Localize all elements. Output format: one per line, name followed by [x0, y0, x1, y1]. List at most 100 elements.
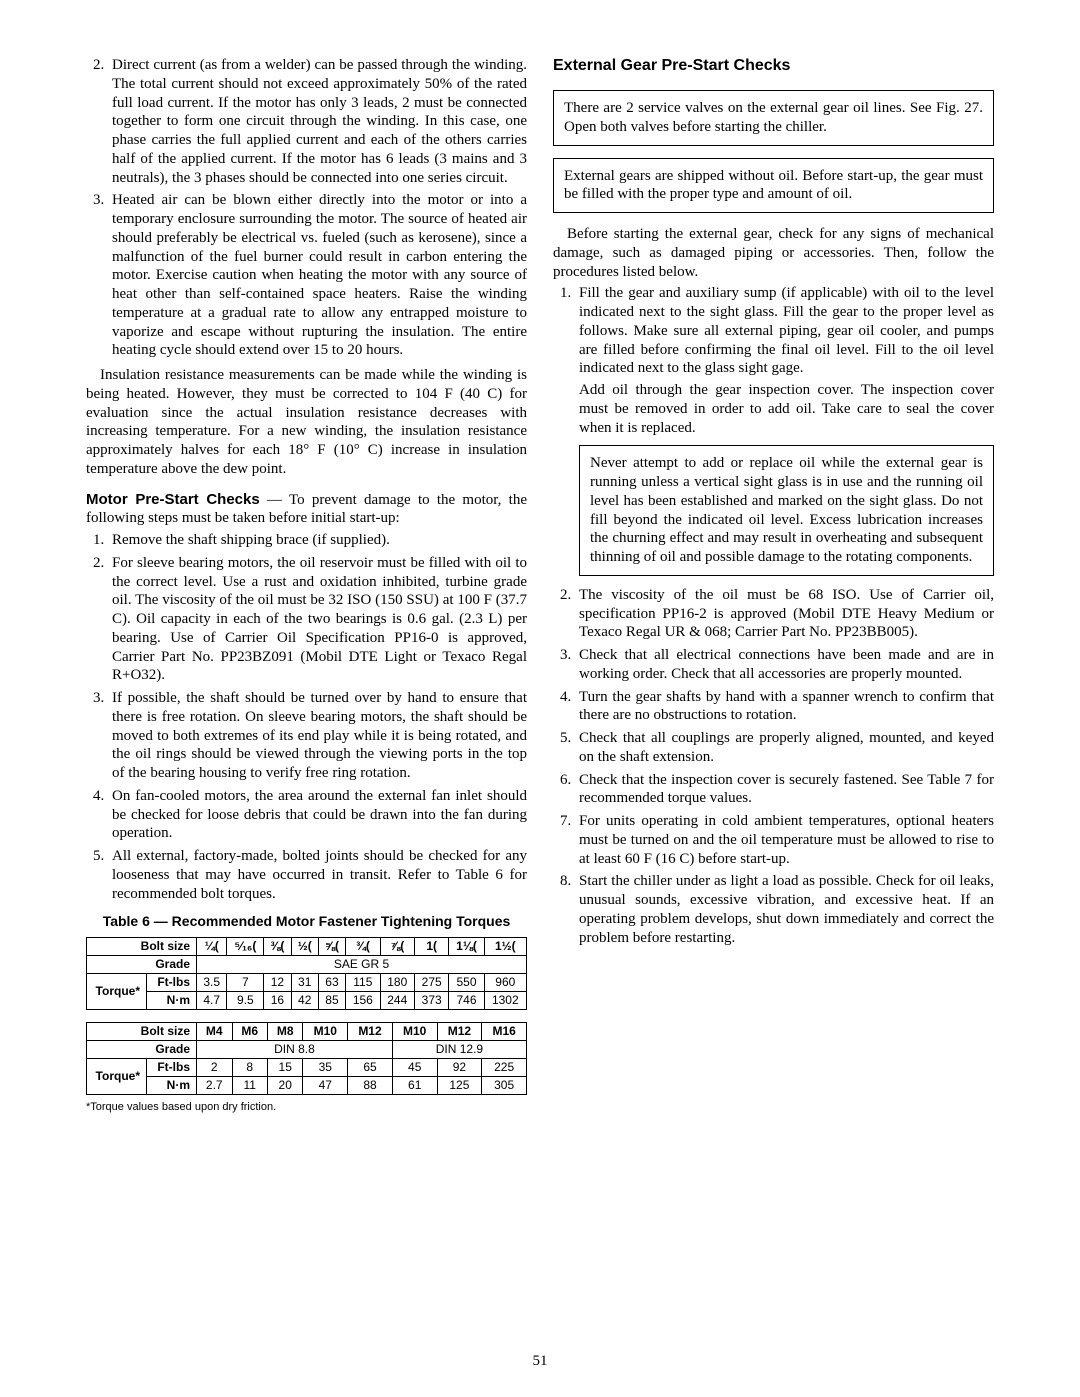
list-item: Check that the inspection cover is secur… [575, 771, 994, 809]
td: 15 [267, 1058, 302, 1076]
list-item: If possible, the shaft should be turned … [108, 689, 527, 783]
callout-box: There are 2 service valves on the extern… [553, 90, 994, 146]
td: 4.7 [197, 991, 227, 1009]
list-item: For sleeve bearing motors, the oil reser… [108, 554, 527, 685]
th: ¾( [346, 937, 380, 955]
td: 8 [232, 1058, 267, 1076]
th: M12 [437, 1022, 482, 1040]
callout-box: External gears are shipped without oil. … [553, 158, 994, 214]
th: M16 [482, 1022, 527, 1040]
td: 2.7 [197, 1076, 233, 1094]
td: 305 [482, 1076, 527, 1094]
td: 92 [437, 1058, 482, 1076]
callout-box: Never attempt to add or replace oil whil… [579, 445, 994, 576]
td: 9.5 [227, 991, 264, 1009]
ext-gear-title: External Gear Pre-Start Checks [553, 56, 994, 76]
td: 31 [291, 973, 318, 991]
th: ⅜( [264, 937, 291, 955]
left-list-1: Direct current (as from a welder) can be… [86, 56, 527, 360]
list-item: Heated air can be blown either directly … [108, 191, 527, 360]
table6-caption: Table 6 — Recommended Motor Fastener Tig… [86, 913, 527, 931]
th: 1( [414, 937, 448, 955]
td: 63 [318, 973, 345, 991]
td: 746 [449, 991, 484, 1009]
td-grade: SAE GR 5 [197, 955, 527, 973]
td: 85 [318, 991, 345, 1009]
paragraph: Before starting the external gear, check… [553, 225, 994, 281]
td: 65 [348, 1058, 393, 1076]
td: 12 [264, 973, 291, 991]
td: 20 [267, 1076, 302, 1094]
td: 42 [291, 991, 318, 1009]
td-grade2: DIN 12.9 [392, 1040, 526, 1058]
td: 3.5 [197, 973, 227, 991]
th: ½( [291, 937, 318, 955]
th-torque: Torque* [87, 1058, 147, 1094]
th-grade: Grade [87, 1040, 197, 1058]
table6b: Bolt size M4 M6 M8 M10 M12 M10 M12 M16 G… [86, 1022, 527, 1095]
th-nm: N·m [147, 991, 197, 1009]
list-item: On fan-cooled motors, the area around th… [108, 787, 527, 843]
list-item: All external, factory-made, bolted joint… [108, 847, 527, 903]
page-number: 51 [0, 1352, 1080, 1371]
td: 45 [392, 1058, 437, 1076]
td: 1302 [484, 991, 526, 1009]
right-list: Fill the gear and auxiliary sump (if app… [553, 284, 994, 947]
list-item: Remove the shaft shipping brace (if supp… [108, 531, 527, 550]
td: 550 [449, 973, 484, 991]
td: 275 [414, 973, 448, 991]
heading-text: Motor Pre-Start Checks [86, 491, 260, 508]
td: 960 [484, 973, 526, 991]
th-nm: N·m [147, 1076, 197, 1094]
td: 7 [227, 973, 264, 991]
list-item: For units operating in cold ambient temp… [575, 812, 994, 868]
list-subpara: Add oil through the gear inspection cove… [579, 381, 994, 437]
th: ⁵⁄₁₆( [227, 937, 264, 955]
td: 180 [380, 973, 414, 991]
th: M10 [303, 1022, 348, 1040]
list-item: Direct current (as from a welder) can be… [108, 56, 527, 187]
th: M12 [348, 1022, 393, 1040]
td: 156 [346, 991, 380, 1009]
th: ⅝( [318, 937, 345, 955]
motor-prestart-heading: Motor Pre-Start Checks — To prevent dama… [86, 491, 527, 529]
left-column: Direct current (as from a welder) can be… [86, 56, 527, 1115]
td-grade1: DIN 8.8 [197, 1040, 393, 1058]
th-torque: Torque* [87, 973, 147, 1009]
td: 115 [346, 973, 380, 991]
th: ¼( [197, 937, 227, 955]
td: 47 [303, 1076, 348, 1094]
th: 1½( [484, 937, 526, 955]
td: 16 [264, 991, 291, 1009]
td: 61 [392, 1076, 437, 1094]
th-grade: Grade [87, 955, 197, 973]
th: M4 [197, 1022, 233, 1040]
list-text: Fill the gear and auxiliary sump (if app… [579, 285, 994, 376]
th-boltsize: Bolt size [87, 937, 197, 955]
th-boltsize: Bolt size [87, 1022, 197, 1040]
right-column: External Gear Pre-Start Checks There are… [553, 56, 994, 1115]
columns: Direct current (as from a welder) can be… [86, 56, 994, 1115]
td: 244 [380, 991, 414, 1009]
table6a: Bolt size ¼( ⁵⁄₁₆( ⅜( ½( ⅝( ¾( ⅞( 1( 1⅛(… [86, 937, 527, 1010]
td: 88 [348, 1076, 393, 1094]
th: M8 [267, 1022, 302, 1040]
list-item: Check that all couplings are properly al… [575, 729, 994, 767]
td: 373 [414, 991, 448, 1009]
td: 35 [303, 1058, 348, 1076]
th: M6 [232, 1022, 267, 1040]
td: 2 [197, 1058, 233, 1076]
list-item: Fill the gear and auxiliary sump (if app… [575, 284, 994, 576]
th-ftlbs: Ft-lbs [147, 973, 197, 991]
th-ftlbs: Ft-lbs [147, 1058, 197, 1076]
th: ⅞( [380, 937, 414, 955]
paragraph: Insulation resistance measurements can b… [86, 366, 527, 479]
th: 1⅛( [449, 937, 484, 955]
table-footnote: *Torque values based upon dry friction. [86, 1101, 527, 1115]
left-list-2: Remove the shaft shipping brace (if supp… [86, 531, 527, 903]
list-item: Turn the gear shafts by hand with a span… [575, 688, 994, 726]
td: 225 [482, 1058, 527, 1076]
list-item: Check that all electrical connections ha… [575, 646, 994, 684]
list-item: Start the chiller under as light a load … [575, 872, 994, 947]
th: M10 [392, 1022, 437, 1040]
